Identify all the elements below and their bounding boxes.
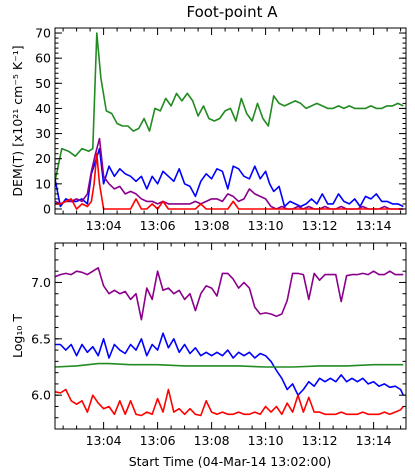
dem-y-tick-label: 0: [43, 201, 51, 216]
logt-series-blue: [55, 332, 405, 397]
chart-title: Foot-point A: [186, 3, 278, 21]
logt-x-tick-label: 13:04: [86, 433, 122, 448]
logt-y-tick-label: 6.5: [31, 331, 51, 346]
logt-axes-layer: 13:04 13:06 13:08 13:10 13:12 13:14 6.0 6.5 7.0: [31, 243, 406, 448]
logt-plot-frame: [54, 242, 407, 430]
logt-series-layer: [55, 266, 405, 417]
logt-x-tick-label: 13:12: [302, 433, 338, 448]
dem-x-tick-label: 13:10: [248, 218, 284, 233]
dem-x-tick-label: 13:04: [86, 218, 122, 233]
logt-y-tick-label: 7.0: [31, 275, 51, 290]
dem-y-axis-label: DEM(T) [x10²¹ cm⁻⁵ K⁻¹]: [10, 45, 25, 196]
logt-series-purple: [55, 266, 404, 321]
dem-panel: 13:04 13:06 13:08 13:10 13:12 13:14 0 10 20 30 40 5…: [10, 26, 407, 233]
dem-x-tick-label: 13:06: [140, 218, 176, 233]
logt-series-green: [55, 362, 404, 368]
logt-y-axis-label: Log₁₀ T: [10, 314, 25, 358]
logt-series-red: [55, 388, 404, 417]
dem-x-tick-label: 13:14: [356, 218, 392, 233]
logt-x-tick-label: 13:10: [248, 433, 284, 448]
dem-y-tick-label: 20: [35, 151, 51, 166]
logt-y-tick-label: 6.0: [31, 388, 51, 403]
dem-series-green: [55, 32, 404, 182]
dem-y-tick-label: 10: [35, 176, 51, 191]
logt-x-tick-label: 13:06: [140, 433, 176, 448]
dem-plot-frame: [54, 27, 407, 215]
dem-series-red: [55, 152, 404, 210]
logt-panel: 13:04 13:06 13:08 13:10 13:12 13:146.06.57.0 …: [10, 242, 407, 448]
dem-y-tick-label: 60: [35, 51, 51, 66]
dem-y-tick-label: 70: [35, 26, 51, 41]
dem-axes-layer: 13:04 13:06 13:08 13:10 13:12 13:14 0 10 20 30 40 5…: [35, 26, 406, 233]
dem-x-tick-label: 13:08: [194, 218, 230, 233]
logt-x-tick-label: 13:14: [356, 433, 392, 448]
x-axis-label: Start Time (04-Mar-14 13:02:00): [129, 454, 332, 469]
dem-y-tick-label: 40: [35, 101, 51, 116]
logt-x-tick-label: 13:08: [194, 433, 230, 448]
dem-series-layer: [55, 32, 404, 210]
dem-y-tick-label: 30: [35, 126, 51, 141]
dem-x-tick-label: 13:12: [302, 218, 338, 233]
dem-y-tick-label: 50: [35, 76, 51, 91]
dem-series-blue: [55, 147, 404, 208]
